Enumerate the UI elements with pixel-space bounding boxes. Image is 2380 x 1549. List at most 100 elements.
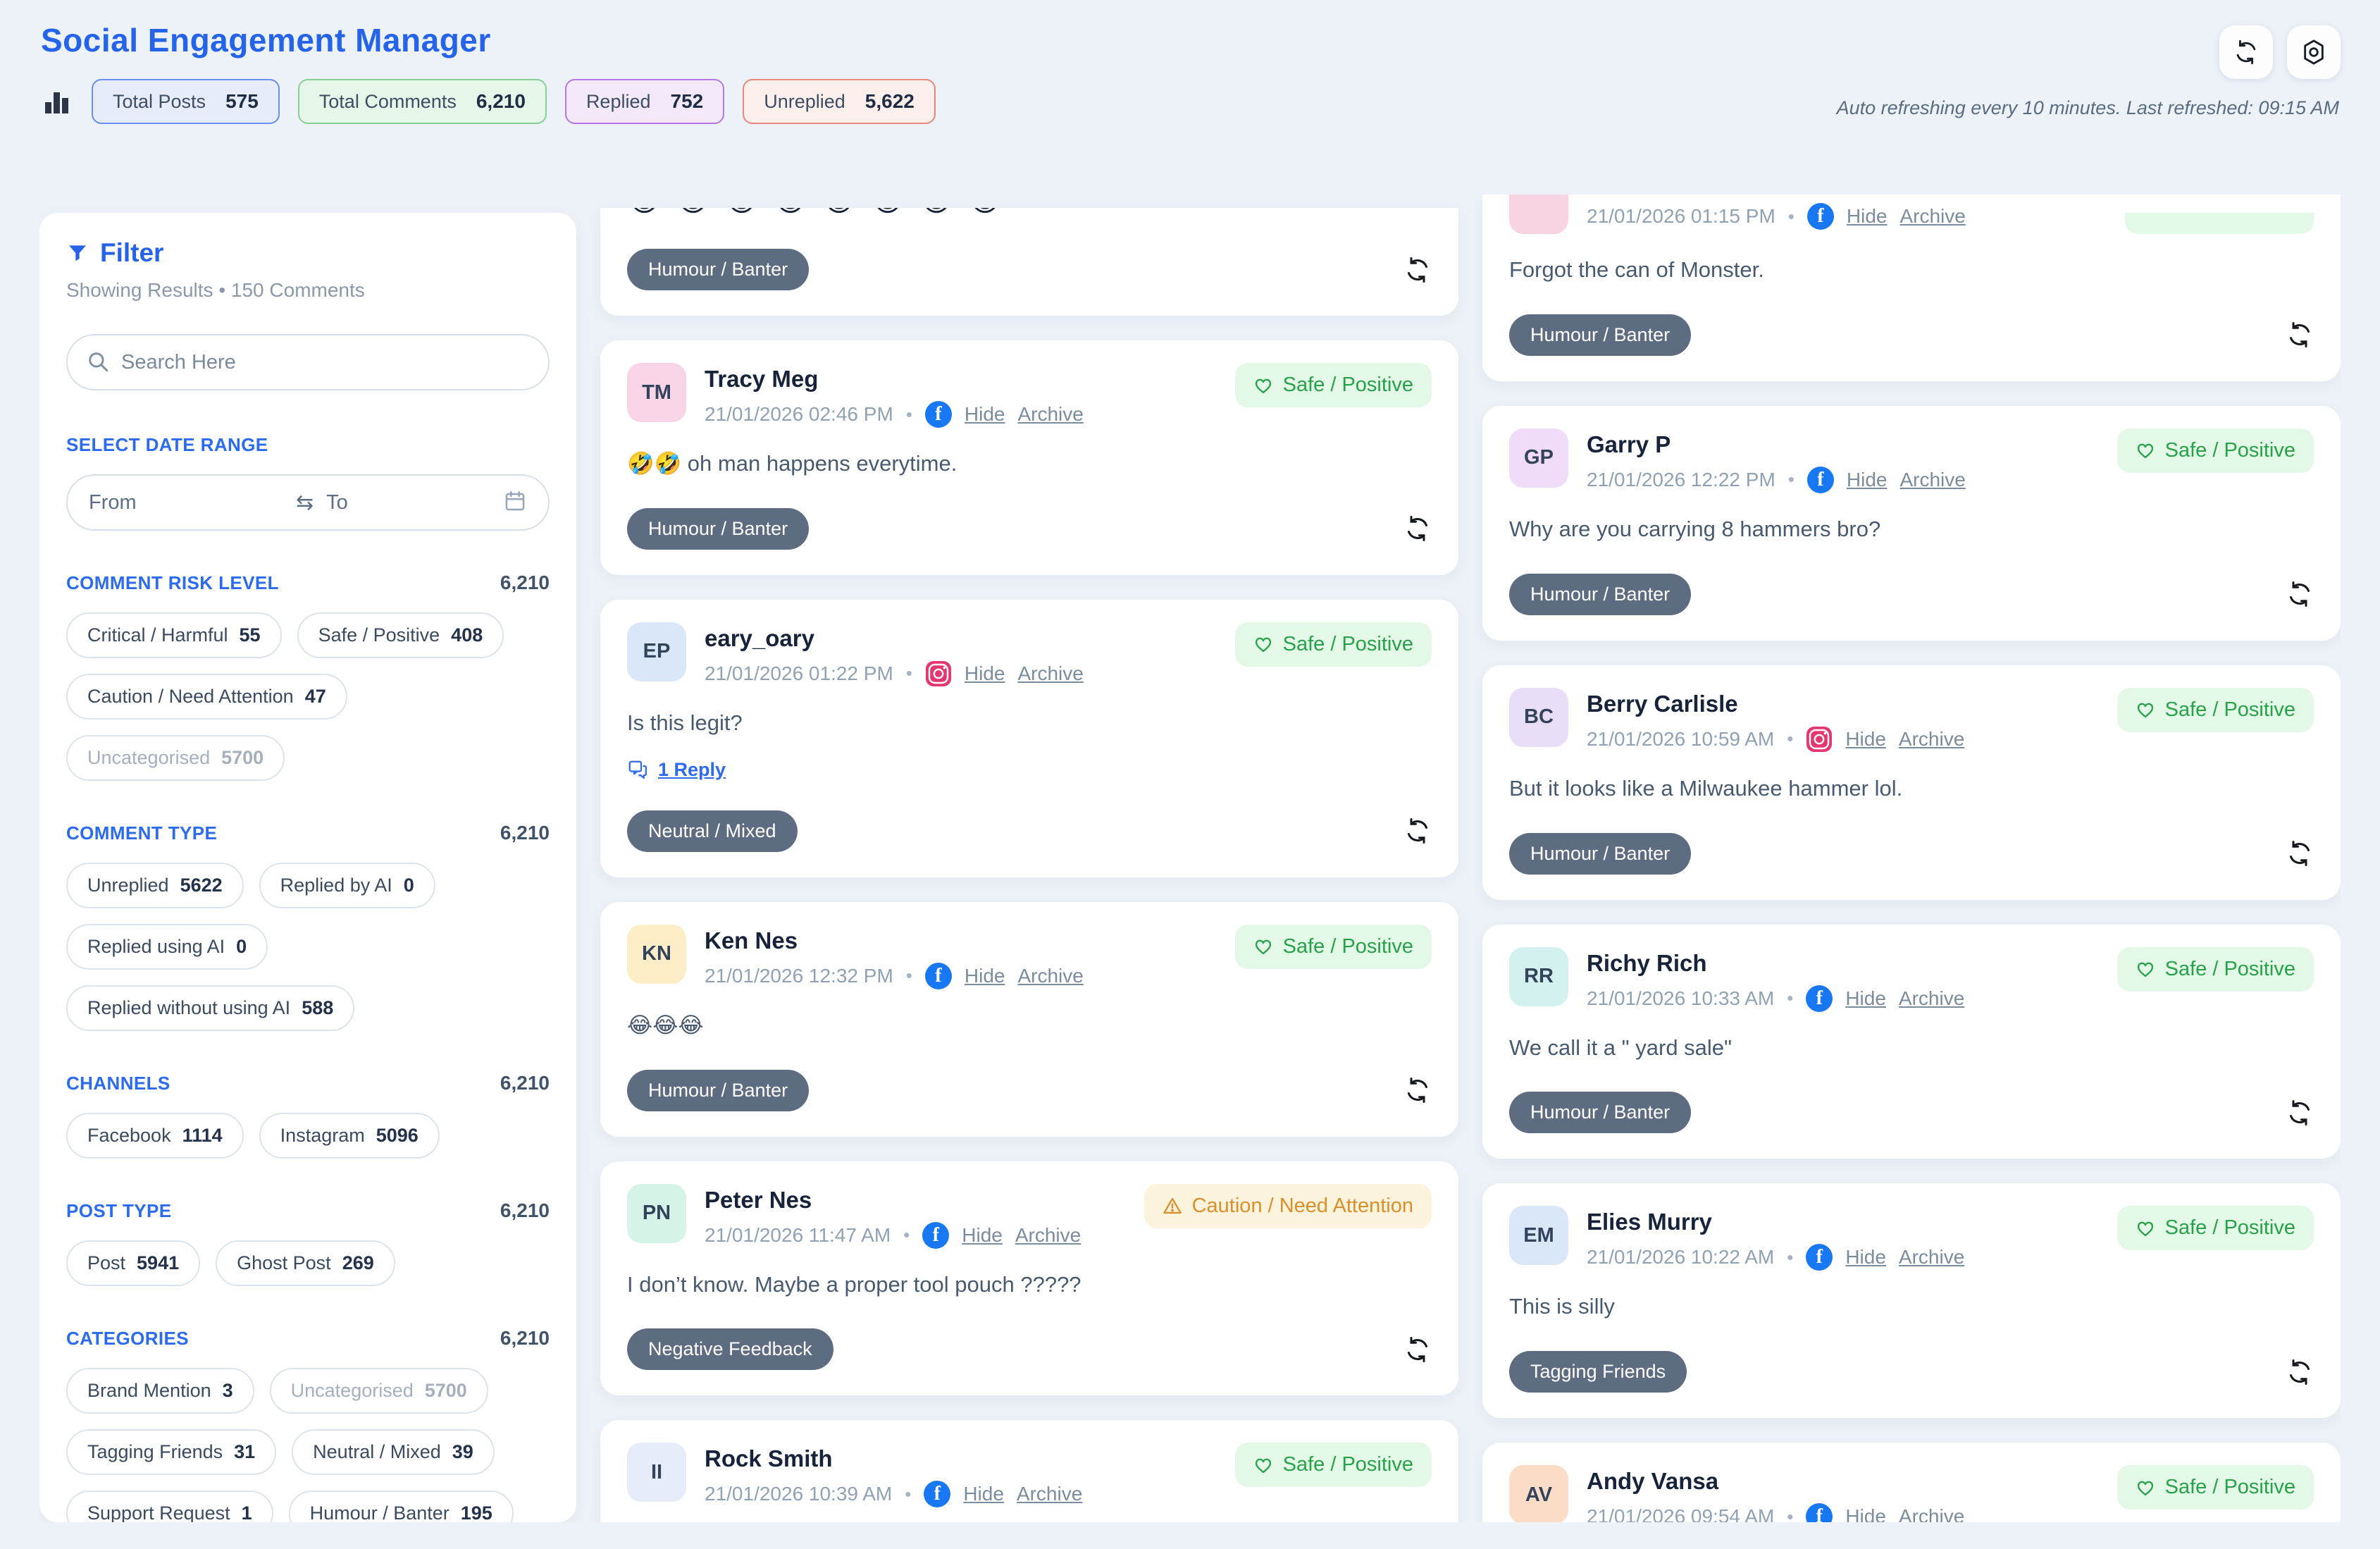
filter-section-label: POST TYPE bbox=[66, 1200, 172, 1221]
date-from-field[interactable]: From bbox=[89, 490, 137, 514]
comment-card: PN Peter Nes 21/01/2026 11:47 AM • f Hide… bbox=[600, 1161, 1458, 1396]
comment-text: This is silly bbox=[1509, 1294, 1615, 1319]
filter-section-label: COMMENT RISK LEVEL bbox=[66, 572, 279, 593]
comment-card: RR Richy Rich 21/01/2026 10:33 AM • f Hid… bbox=[1482, 924, 2341, 1159]
filter-chip-support-request[interactable]: Support Request 1 bbox=[66, 1491, 273, 1522]
avatar: AV bbox=[1509, 1465, 1568, 1522]
filter-chip-caution-need-attention[interactable]: Caution / Need Attention 47 bbox=[66, 674, 347, 720]
stat-chip-replied[interactable]: Replied 752 bbox=[564, 79, 725, 124]
comment-card: AV Andy Vansa 21/01/2026 09:54 AM • f Hid… bbox=[1482, 1443, 2341, 1522]
commenter-name: Ken Nes bbox=[705, 927, 798, 954]
comment-text: Is this legit? bbox=[627, 710, 743, 735]
comment-timestamp: 21/01/2026 10:39 AM bbox=[705, 1483, 893, 1505]
archive-link[interactable]: Archive bbox=[1898, 1246, 1965, 1269]
risk-badge: Safe / Positive bbox=[2116, 1465, 2314, 1510]
filter-chip-post[interactable]: Post 5941 bbox=[66, 1240, 201, 1286]
refresh-comment-button[interactable] bbox=[1403, 817, 1432, 845]
archive-link[interactable]: Archive bbox=[1015, 1223, 1081, 1246]
comment-card: TM Tracy Meg 21/01/2026 02:46 PM • f Hide… bbox=[600, 340, 1458, 575]
filter-chip-uncategorised[interactable]: Uncategorised 5700 bbox=[269, 1368, 488, 1414]
reply-link[interactable]: 1 Reply bbox=[658, 758, 726, 780]
comment-card: 😂😂😂😂😂😂😂😂 Humour / Banter bbox=[600, 208, 1458, 316]
results-count: Showing Results • 150 Comments bbox=[66, 279, 365, 301]
archive-link[interactable]: Archive bbox=[1016, 1483, 1083, 1505]
search-input[interactable] bbox=[66, 334, 550, 390]
filter-chip-ghost-post[interactable]: Ghost Post 269 bbox=[216, 1240, 395, 1286]
comment-text: Forgot the can of Monster. bbox=[1509, 257, 1764, 282]
stat-chip-total-comments[interactable]: Total Comments 6,210 bbox=[297, 79, 547, 124]
comment-timestamp: 21/01/2026 02:46 PM bbox=[705, 403, 893, 425]
date-to-field[interactable]: To bbox=[326, 490, 348, 514]
refresh-comment-button[interactable] bbox=[2286, 321, 2314, 349]
comment-card: EP eary_oary 21/01/2026 01:22 PM • Hide A… bbox=[600, 599, 1458, 877]
avatar: EM bbox=[1509, 1206, 1568, 1266]
refresh-comment-button[interactable] bbox=[1403, 1335, 1432, 1364]
stats-row: Total Posts 575 Total Comments 6,210 Repli… bbox=[41, 79, 936, 124]
refresh-button[interactable] bbox=[2219, 25, 2273, 79]
filter-chip-uncategorised[interactable]: Uncategorised 5700 bbox=[66, 735, 285, 781]
hide-link[interactable]: Hide bbox=[1846, 468, 1888, 490]
filter-chip-unreplied[interactable]: Unreplied 5622 bbox=[66, 863, 244, 908]
refresh-comment-button[interactable] bbox=[1403, 514, 1432, 543]
category-tag: Humour / Banter bbox=[1509, 314, 1692, 356]
filter-section-label: CATEGORIES bbox=[66, 1328, 189, 1349]
archive-link[interactable]: Archive bbox=[1017, 662, 1084, 684]
filter-chip-critical-harmful[interactable]: Critical / Harmful 55 bbox=[66, 612, 282, 658]
refresh-comment-button[interactable] bbox=[1403, 256, 1432, 284]
filter-section-total: 6,210 bbox=[500, 1199, 550, 1221]
comment-card: EM Elies Murry 21/01/2026 10:22 AM • f Hi… bbox=[1482, 1183, 2341, 1419]
date-range-input[interactable]: From ⇆ To bbox=[66, 474, 550, 531]
archive-link[interactable]: Archive bbox=[1017, 964, 1084, 987]
hide-link[interactable]: Hide bbox=[1846, 205, 1888, 227]
archive-link[interactable]: Archive bbox=[1017, 403, 1084, 425]
archive-link[interactable]: Archive bbox=[1898, 1505, 1965, 1522]
archive-link[interactable]: Archive bbox=[1899, 205, 1966, 227]
risk-badge: Safe / Positive bbox=[1234, 1443, 1432, 1488]
commenter-name: eary_oary bbox=[705, 624, 814, 651]
filter-chip-facebook[interactable]: Facebook 1114 bbox=[66, 1113, 244, 1159]
hide-link[interactable]: Hide bbox=[964, 403, 1005, 425]
avatar bbox=[1509, 195, 1568, 234]
filter-chip-humour-banter[interactable]: Humour / Banter 195 bbox=[288, 1491, 514, 1522]
hide-link[interactable]: Hide bbox=[962, 1223, 1003, 1246]
comment-timestamp: 21/01/2026 10:22 AM bbox=[1587, 1246, 1775, 1269]
settings-button[interactable] bbox=[2287, 25, 2341, 79]
refresh-comment-button[interactable] bbox=[2286, 1099, 2314, 1127]
archive-link[interactable]: Archive bbox=[1899, 468, 1966, 490]
filter-chip-replied-without-using-ai[interactable]: Replied without using AI 588 bbox=[66, 985, 355, 1031]
filter-chip-neutral-mixed[interactable]: Neutral / Mixed 39 bbox=[292, 1429, 495, 1475]
commenter-name: Rock Smith bbox=[705, 1445, 833, 1472]
refresh-comment-button[interactable] bbox=[2286, 1358, 2314, 1386]
instagram-icon bbox=[925, 660, 952, 687]
hide-link[interactable]: Hide bbox=[1845, 727, 1886, 750]
settings-icon bbox=[2304, 39, 2324, 65]
refresh-comment-button[interactable] bbox=[2286, 580, 2314, 608]
hide-link[interactable]: Hide bbox=[964, 662, 1005, 684]
filter-chip-brand-mention[interactable]: Brand Mention 3 bbox=[66, 1368, 254, 1414]
archive-link[interactable]: Archive bbox=[1898, 727, 1965, 750]
filter-chip-tagging-friends[interactable]: Tagging Friends 31 bbox=[66, 1429, 277, 1475]
archive-link[interactable]: Archive bbox=[1898, 987, 1965, 1009]
hide-link[interactable]: Hide bbox=[964, 964, 1005, 987]
risk-badge: Safe / Positive bbox=[2116, 687, 2314, 732]
hide-link[interactable]: Hide bbox=[1845, 1246, 1886, 1269]
refresh-comment-button[interactable] bbox=[2286, 839, 2314, 868]
hide-link[interactable]: Hide bbox=[1845, 1505, 1886, 1522]
risk-badge: Safe / Positive bbox=[2116, 428, 2314, 473]
risk-badge bbox=[2125, 213, 2314, 234]
filter-chip-safe-positive[interactable]: Safe / Positive 408 bbox=[297, 612, 504, 658]
hide-link[interactable]: Hide bbox=[963, 1483, 1004, 1505]
comment-card: 21/01/2026 01:15 PM • f Hide Archive For… bbox=[1482, 195, 2341, 381]
comment-timestamp: 21/01/2026 12:32 PM bbox=[705, 964, 893, 987]
category-tag: Neutral / Mixed bbox=[627, 810, 798, 852]
refresh-comment-button[interactable] bbox=[1403, 1076, 1432, 1104]
stat-chip-unreplied[interactable]: Unreplied 5,622 bbox=[743, 79, 936, 124]
commenter-name: Elies Murry bbox=[1587, 1209, 1712, 1235]
filter-title: Filter bbox=[100, 238, 164, 267]
filter-chip-instagram[interactable]: Instagram 5096 bbox=[259, 1113, 440, 1159]
filter-chip-replied-by-ai[interactable]: Replied by AI 0 bbox=[259, 863, 435, 908]
filter-chip-replied-using-ai[interactable]: Replied using AI 0 bbox=[66, 924, 268, 970]
main-content: Filter Showing Results • 150 Comments SE… bbox=[39, 195, 2341, 1522]
stat-chip-total-posts[interactable]: Total Posts 575 bbox=[92, 79, 280, 124]
hide-link[interactable]: Hide bbox=[1845, 987, 1886, 1009]
